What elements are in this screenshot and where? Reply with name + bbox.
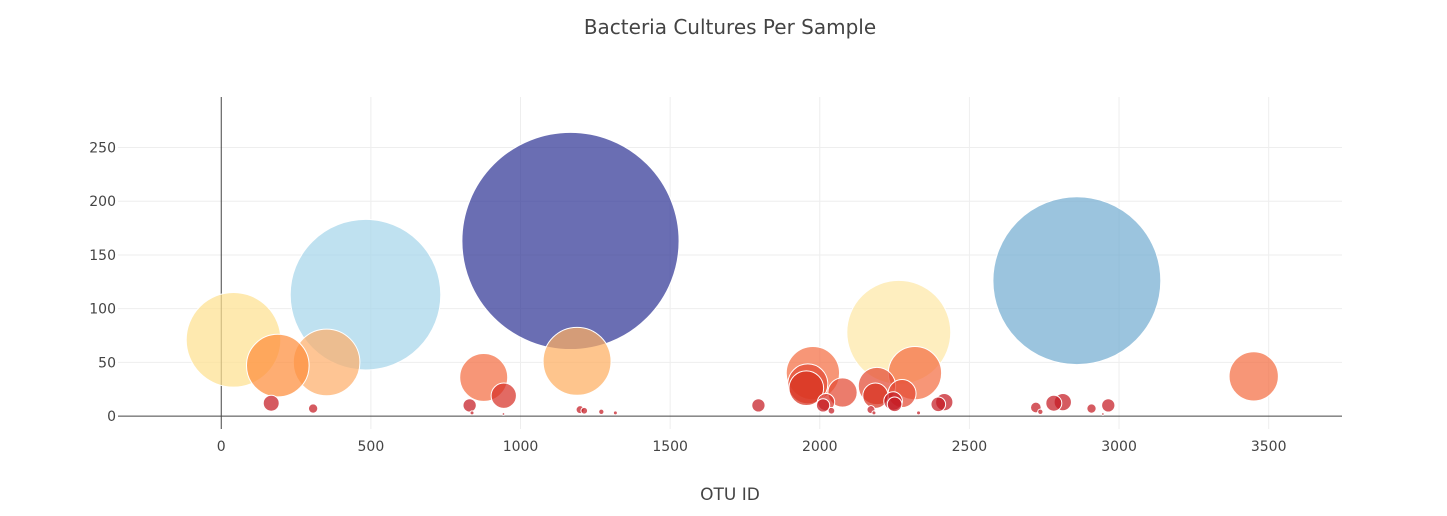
axis-layer: 0 500 1000 1500 2000 2500 3000 3500 0 50 100 150 200… bbox=[89, 97, 1342, 455]
y-tick-label: 250 bbox=[89, 140, 116, 156]
bubble-point[interactable] bbox=[827, 406, 836, 415]
bubble-point[interactable] bbox=[886, 396, 903, 413]
bubble-point[interactable] bbox=[992, 196, 1162, 366]
x-tick-label: 2000 bbox=[802, 439, 838, 455]
bubble-point[interactable] bbox=[1101, 412, 1105, 416]
bubble-point[interactable] bbox=[612, 410, 618, 416]
bubble-layer bbox=[185, 131, 1279, 416]
y-tick-label: 100 bbox=[89, 302, 116, 318]
bubble-point[interactable] bbox=[469, 410, 475, 416]
bubble-point[interactable] bbox=[1101, 398, 1116, 413]
bubble-point[interactable] bbox=[916, 410, 922, 416]
y-tick-label: 50 bbox=[98, 355, 116, 371]
chart-title: Bacteria Cultures Per Sample bbox=[584, 15, 876, 39]
bubble-point[interactable] bbox=[788, 370, 825, 406]
bubble-point[interactable] bbox=[930, 396, 947, 413]
bubble-point[interactable] bbox=[501, 412, 506, 416]
bubble-point[interactable] bbox=[461, 131, 680, 351]
bubble-point[interactable] bbox=[262, 394, 280, 412]
y-tick-label: 150 bbox=[89, 248, 116, 264]
bubble-point[interactable] bbox=[490, 382, 517, 409]
x-tick-label: 1500 bbox=[652, 439, 688, 455]
bubble-point[interactable] bbox=[1228, 351, 1279, 402]
x-tick-label: 0 bbox=[217, 439, 226, 455]
x-tick-label: 1000 bbox=[503, 439, 539, 455]
bubble-point[interactable] bbox=[827, 377, 858, 408]
bubble-point[interactable] bbox=[871, 410, 877, 416]
bubble-point[interactable] bbox=[245, 333, 310, 398]
bubble-point[interactable] bbox=[1037, 408, 1044, 415]
bubble-point[interactable] bbox=[815, 398, 831, 413]
bubble-point[interactable] bbox=[751, 398, 766, 413]
y-tick-label: 0 bbox=[107, 409, 116, 425]
bubble-point[interactable] bbox=[580, 406, 589, 415]
x-tick-label: 3500 bbox=[1251, 439, 1287, 455]
bubble-point[interactable] bbox=[542, 326, 612, 396]
bubble-point[interactable] bbox=[1045, 394, 1063, 412]
x-tick-label: 2500 bbox=[952, 439, 988, 455]
bubble-point[interactable] bbox=[307, 403, 319, 414]
bubble-point[interactable] bbox=[462, 398, 477, 413]
y-tick-label: 200 bbox=[89, 194, 116, 210]
x-tick-label: 3000 bbox=[1101, 439, 1137, 455]
x-axis-title: OTU ID bbox=[700, 485, 760, 505]
x-tick-label: 500 bbox=[358, 439, 385, 455]
bubble-point[interactable] bbox=[598, 408, 605, 415]
bubble-point[interactable] bbox=[1086, 403, 1097, 414]
